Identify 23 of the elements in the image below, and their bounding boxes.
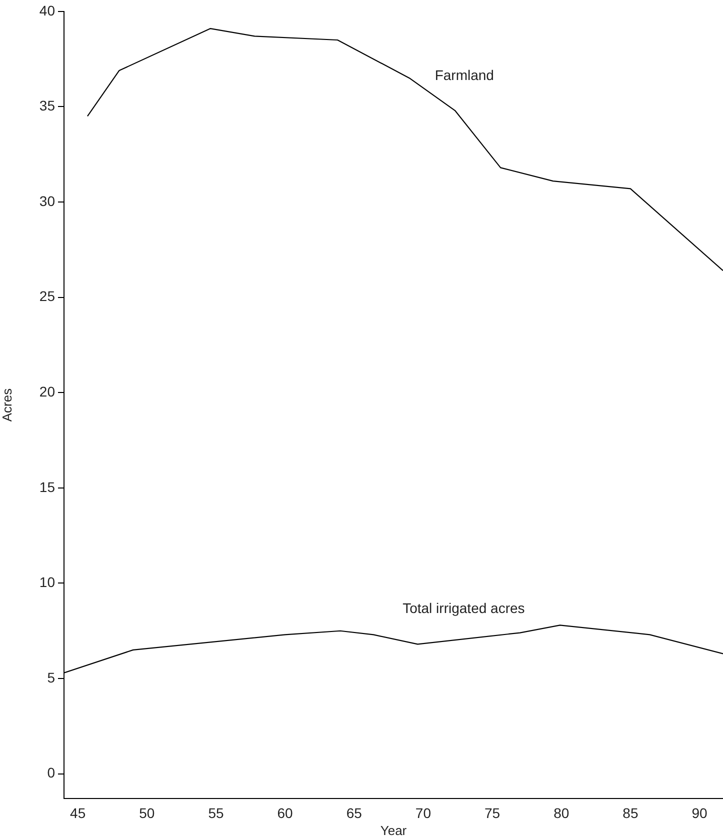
- x-tick-label: 70: [415, 804, 432, 821]
- x-tick-label: 90: [692, 804, 708, 821]
- x-tick-label: 50: [139, 804, 155, 821]
- x-tick-label: 80: [554, 804, 570, 821]
- x-axis-title: Year: [380, 822, 408, 838]
- x-tick-label: 55: [208, 804, 224, 821]
- y-tick-label: 0: [47, 764, 56, 781]
- x-tick-label: 60: [277, 804, 294, 821]
- x-tick-label: 45: [70, 804, 86, 821]
- y-tick-label: 5: [47, 669, 56, 686]
- y-axis-title: Acres: [0, 388, 14, 422]
- series-label: Farmland: [434, 66, 494, 83]
- y-tick-label: 40: [39, 2, 56, 18]
- y-tick-label: 15: [39, 478, 56, 495]
- y-tick-label: 30: [39, 192, 56, 209]
- series-label: Total irrigated acres: [402, 600, 525, 616]
- y-tick-label: 20: [39, 383, 56, 400]
- x-tick-label: 75: [484, 804, 500, 821]
- y-tick-label: 25: [39, 288, 56, 304]
- y-tick-label: 10: [39, 574, 56, 590]
- x-tick-label: 65: [346, 804, 362, 821]
- y-tick-label: 35: [39, 98, 56, 114]
- x-tick-label: 85: [622, 804, 638, 821]
